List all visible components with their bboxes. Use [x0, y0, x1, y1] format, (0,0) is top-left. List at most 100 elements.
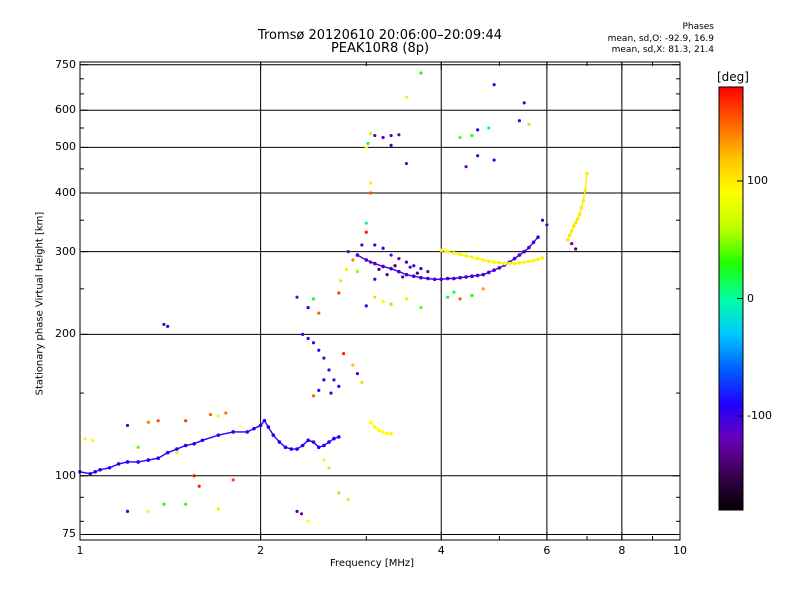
y-tick-label: 750	[55, 57, 76, 71]
scatter-point	[346, 497, 350, 502]
scatter-point	[381, 299, 385, 304]
scatter-point	[295, 509, 299, 513]
scatter-point	[311, 297, 316, 301]
scatter-point	[527, 122, 531, 126]
trace-point	[389, 431, 393, 436]
data-traces	[78, 171, 589, 476]
scatter-point	[91, 438, 95, 442]
colorbar-tick-label: 0	[747, 291, 754, 305]
chart-subtitle: PEAK10R8 (8p)	[330, 41, 430, 56]
scatter-point	[306, 336, 310, 341]
scatter-point	[415, 271, 419, 275]
y-tick-label: 100	[55, 468, 76, 482]
scatter-point	[337, 384, 341, 388]
scatter-point	[464, 165, 468, 169]
colorbar-unit-label: [deg]	[717, 70, 749, 84]
x-tick-label: 4	[437, 544, 445, 557]
scatter-point	[404, 260, 409, 264]
axis-ticks	[79, 62, 681, 540]
x-tick-label: 6	[543, 544, 551, 557]
scatter-point	[487, 126, 491, 130]
trace-line	[79, 419, 340, 475]
scatter-point	[364, 304, 368, 308]
scatter-point	[355, 372, 360, 376]
scatter-point	[408, 265, 412, 269]
scatter-point	[540, 218, 545, 222]
scatter-point	[311, 341, 316, 345]
scatter-point	[346, 250, 350, 254]
scatter-point	[492, 83, 496, 87]
scatter-point	[337, 491, 341, 495]
scatter-point	[197, 484, 201, 488]
scatter-point	[327, 368, 331, 372]
scatter-point	[458, 135, 462, 140]
y-axis-label: Stationary phase Virtual Height [km]	[34, 211, 46, 396]
scatter-point	[337, 291, 341, 295]
scatter-point	[517, 119, 522, 123]
scatter-point	[397, 256, 401, 261]
scatter-point	[166, 324, 170, 328]
scatter-point	[404, 297, 409, 301]
scatter-point	[366, 141, 370, 145]
scatter-point	[146, 420, 150, 424]
scatter-point	[306, 306, 310, 310]
scatter-point	[224, 411, 228, 415]
scatter-point	[570, 242, 574, 246]
scatter-point	[184, 419, 188, 423]
scatter-point	[368, 132, 373, 136]
scatter-point	[146, 509, 150, 513]
scatter-point	[412, 264, 416, 268]
y-tick-label: 75	[62, 527, 76, 541]
scatter-point	[389, 253, 393, 257]
scatter-point	[299, 512, 304, 516]
scatter-point	[419, 306, 423, 310]
scatter-point	[385, 273, 389, 277]
scatter-point	[125, 509, 130, 513]
scatter-point	[339, 279, 343, 283]
colorbar-tick-label: 100	[747, 174, 768, 187]
scatter-point	[446, 295, 450, 299]
scatter-point	[351, 363, 355, 367]
scatter-point	[476, 154, 480, 158]
y-tick-label: 500	[55, 140, 76, 154]
scatter-point	[162, 322, 166, 327]
scatter-point	[574, 247, 578, 251]
scatter-point	[216, 414, 220, 418]
scatter-point	[470, 293, 474, 298]
phases-x-stats: mean, sd,X: 81.3, 21.4	[611, 45, 714, 55]
x-tick-label: 1	[76, 544, 84, 557]
scatter-point	[295, 295, 299, 299]
scatter-point	[306, 519, 310, 523]
scatter-point	[419, 267, 423, 271]
scatter-point	[192, 474, 196, 478]
scatter-point	[419, 71, 423, 75]
x-tick-label: 2	[257, 544, 265, 557]
trace-line	[567, 173, 588, 241]
scatter-point	[216, 507, 220, 511]
y-tick-label: 200	[55, 327, 76, 341]
y-tick-label: 400	[55, 185, 76, 199]
y-tick-label: 300	[55, 244, 76, 258]
scatter-point	[389, 143, 393, 147]
scatter-point	[208, 412, 213, 417]
scatter-point	[322, 356, 326, 360]
y-tick-label: 600	[55, 103, 76, 117]
scatter-point	[301, 332, 305, 336]
colorbar	[718, 86, 744, 511]
scatter-point	[156, 419, 160, 423]
scatter-point	[426, 270, 430, 274]
scatter-point	[404, 161, 409, 166]
scatter-point	[481, 287, 485, 291]
scatter-point	[311, 394, 316, 398]
scatter-point	[317, 348, 321, 352]
scatter-point	[175, 451, 179, 455]
scatter-point	[397, 133, 401, 137]
scatter-point	[317, 388, 321, 392]
plot-frame	[79, 61, 681, 541]
scatter-point	[368, 191, 373, 195]
scatter-point	[360, 380, 364, 385]
scatter-point	[458, 297, 462, 301]
trace-line	[357, 236, 539, 280]
grid-lines	[80, 62, 680, 540]
